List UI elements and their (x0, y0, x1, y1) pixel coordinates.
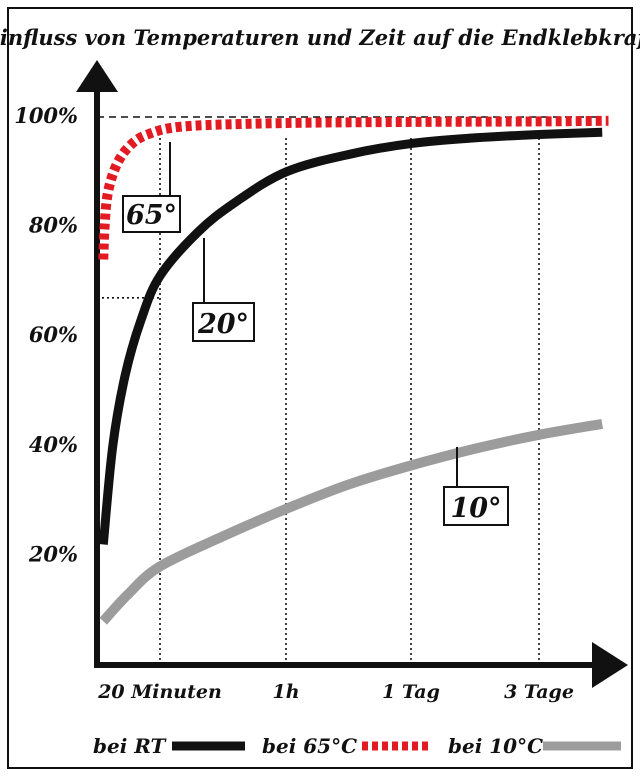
x-tick-label: 20 Minuten (97, 681, 222, 703)
callout-label-2: 10° (450, 493, 501, 524)
y-tick-label: 80% (28, 213, 78, 238)
y-tick-label: 40% (29, 432, 78, 457)
y-tick-label: 100% (14, 103, 78, 128)
x-tick-label: 1 Tag (382, 681, 440, 703)
callout-label-0: 65° (126, 200, 177, 231)
callout-label-1: 20° (197, 309, 249, 340)
legend-label-2: bei 10°C (448, 734, 543, 758)
y-tick-label: 60% (29, 322, 78, 347)
x-tick-label: 3 Tage (504, 681, 574, 703)
x-tick-label: 1h (272, 681, 299, 703)
y-tick-label: 20% (28, 541, 78, 566)
chart-title: Einfluss von Temperaturen und Zeit auf d… (0, 25, 640, 50)
legend-label-1: bei 65°C (262, 734, 357, 758)
legend-label-0: bei RT (93, 734, 168, 758)
